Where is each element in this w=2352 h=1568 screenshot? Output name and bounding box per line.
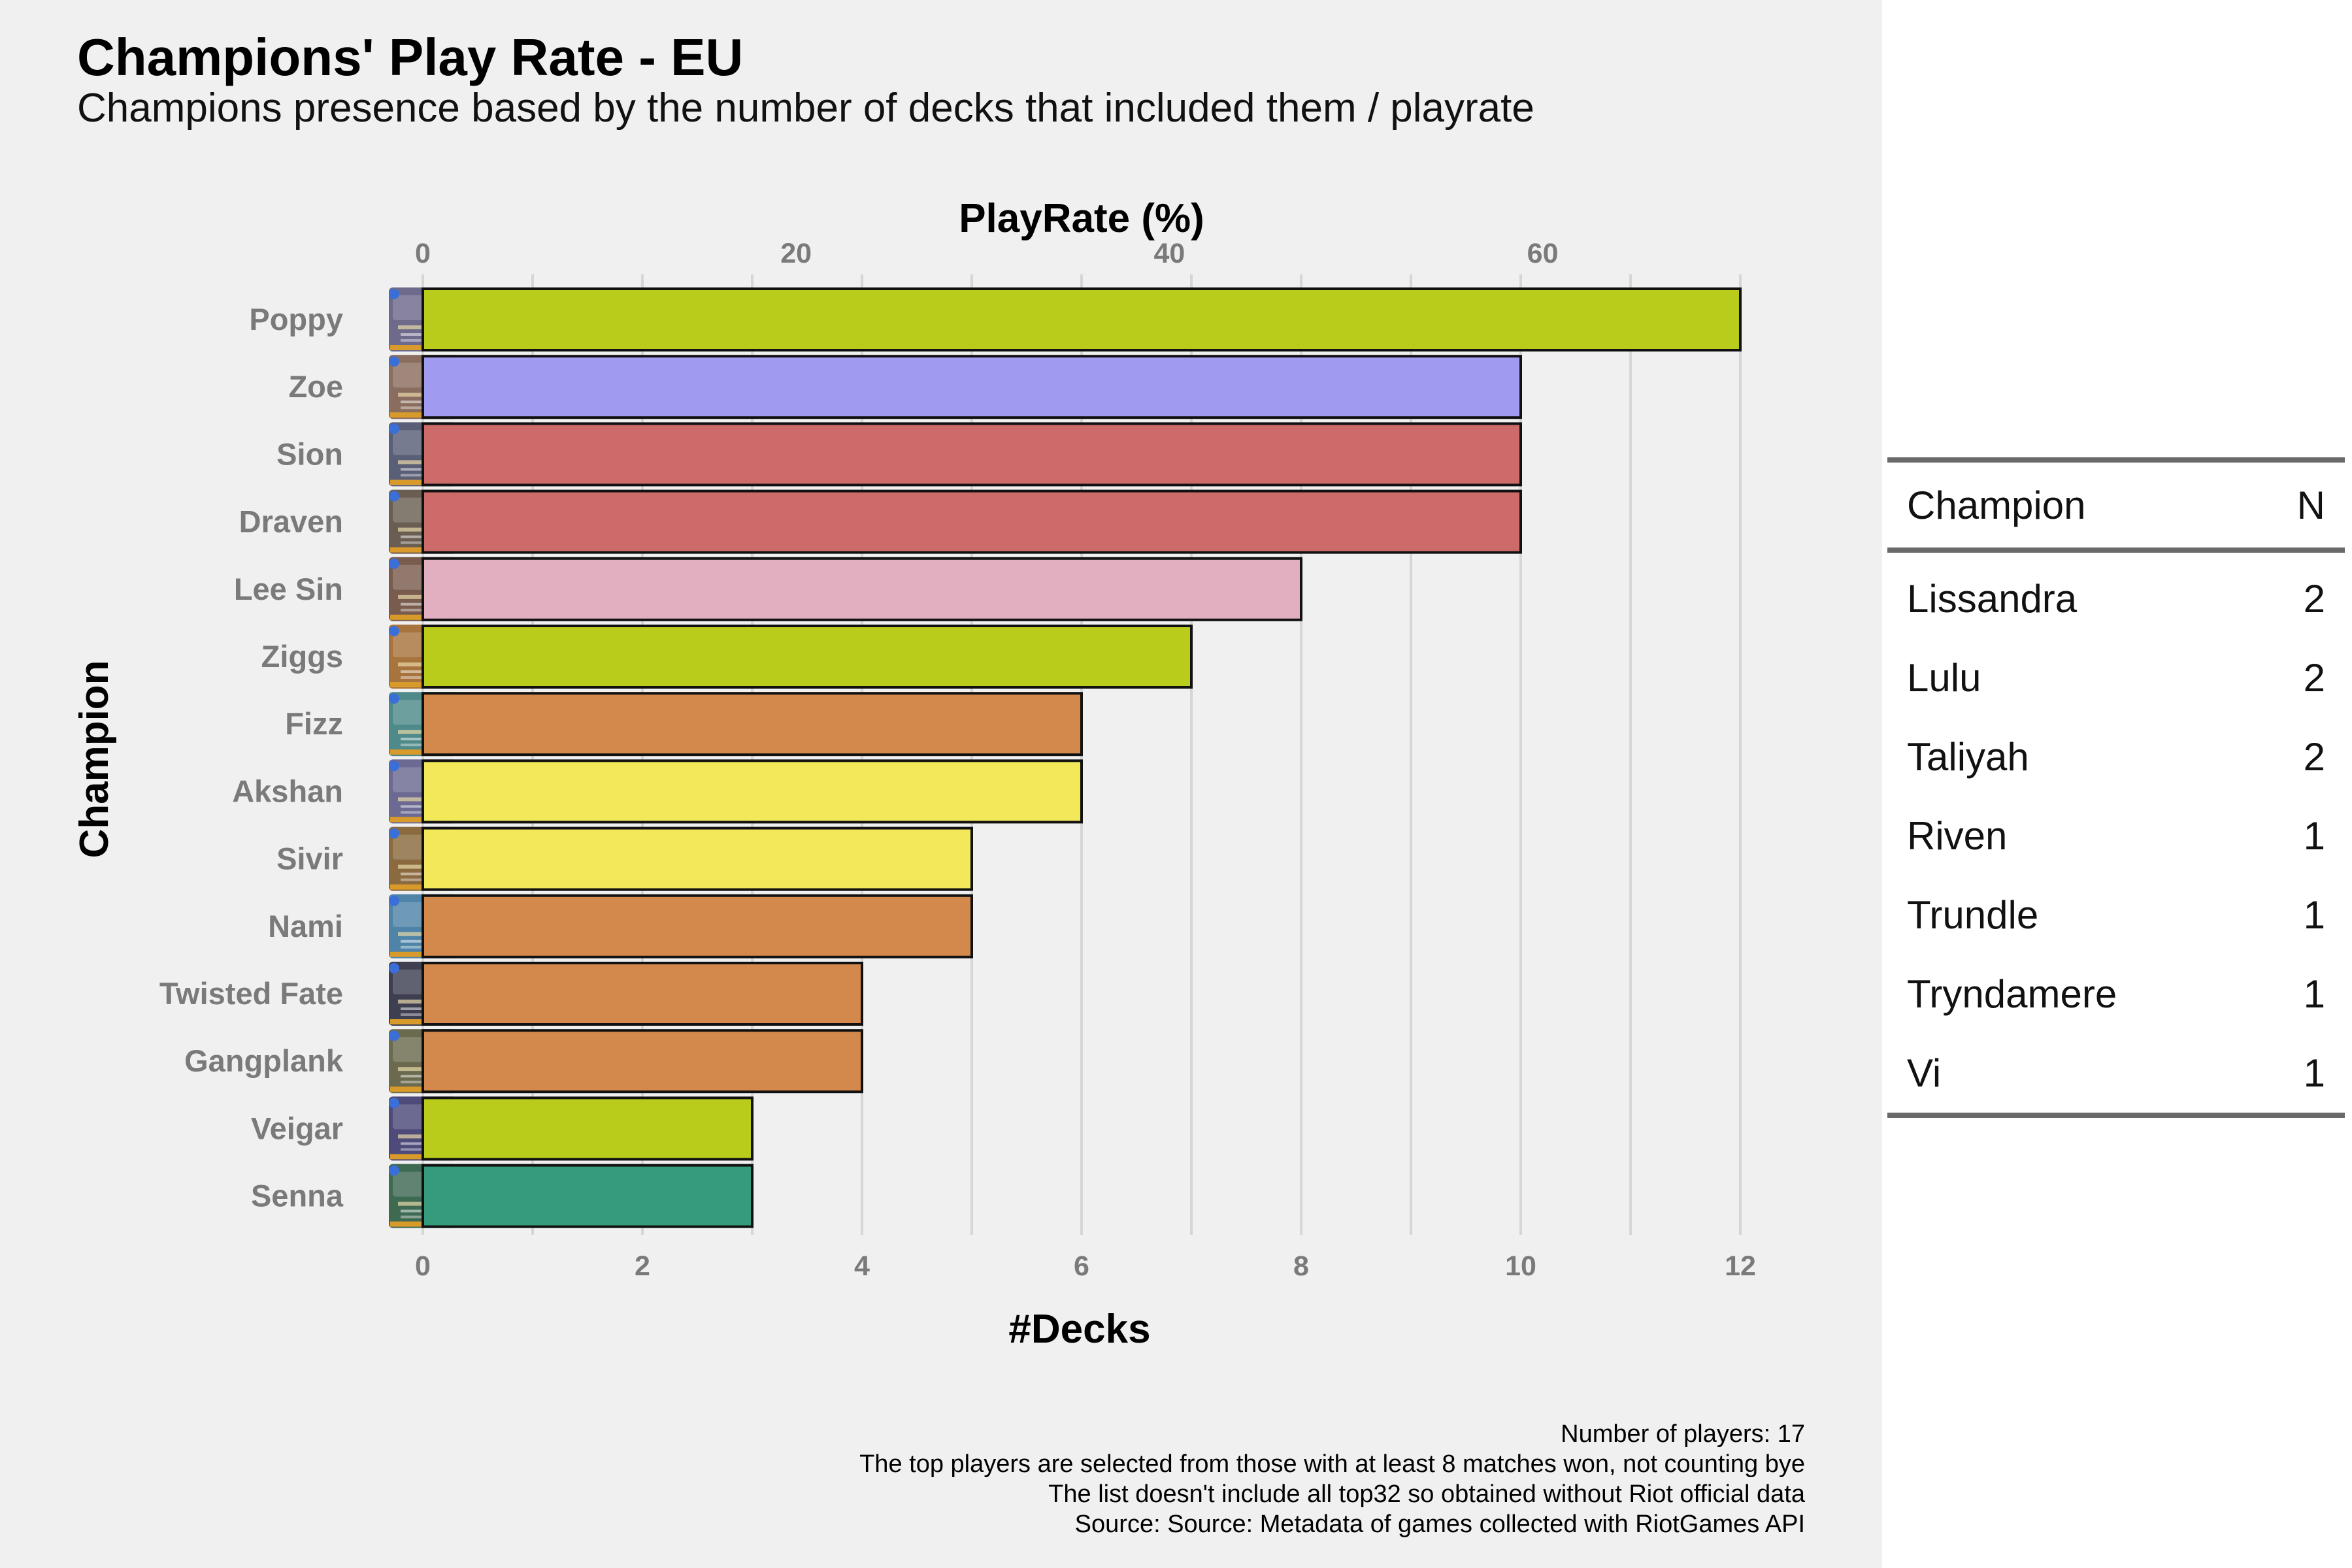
cell-champion: Tryndamere — [1907, 972, 2117, 1016]
table-header-rule — [1887, 547, 2345, 553]
table-row: Vi 1 — [1887, 1034, 2345, 1113]
category-label: Sion — [276, 436, 343, 471]
table-top-rule — [1887, 457, 2345, 463]
cell-champion: Riven — [1907, 814, 2008, 858]
table-bottom-rule — [1887, 1113, 2345, 1118]
bar — [422, 557, 1302, 621]
caption-line: The list doesn't include all top32 so ob… — [1048, 1480, 1805, 1508]
chart-subtitle: Champions presence based by the number o… — [77, 86, 1534, 131]
category-label: Ziggs — [261, 639, 343, 674]
cell-n: 1 — [2303, 972, 2325, 1016]
bar — [422, 826, 973, 891]
cell-champion: Taliyah — [1907, 735, 2029, 779]
x2-axis-title: PlayRate (%) — [959, 196, 1204, 241]
y-axis-title: Champion — [72, 660, 117, 858]
category-labels: Poppy Zoe Sion Draven Lee Sin Ziggs Fizz Akshan… — [159, 302, 344, 1213]
cell-n: 1 — [2303, 1051, 2325, 1095]
caption-line: Number of players: 17 — [1561, 1420, 1805, 1448]
bar — [422, 1029, 863, 1094]
cell-champion: Vi — [1907, 1051, 1942, 1095]
category-label: Poppy — [249, 302, 343, 336]
x-tick-label: 6 — [1074, 1250, 1089, 1282]
tick-labels: 0 2 4 6 8 10 12 0 20 40 60 — [415, 238, 1756, 1282]
x2-tick-label: 40 — [1153, 238, 1185, 269]
cell-champion: Lulu — [1907, 656, 1981, 700]
category-label: Sivir — [276, 841, 343, 876]
caption: Number of players: 17 The top players ar… — [859, 1419, 1805, 1539]
bar — [422, 1164, 754, 1228]
cell-champion: Lissandra — [1907, 577, 2078, 621]
category-label: Twisted Fate — [159, 976, 343, 1011]
category-label: Nami — [268, 909, 343, 943]
x-tick-label: 10 — [1505, 1250, 1536, 1282]
table-row: Trundle 1 — [1887, 875, 2345, 955]
table-row: Riven 1 — [1887, 796, 2345, 875]
header-champion: Champion — [1907, 483, 2086, 527]
cell-n: 2 — [2303, 656, 2325, 700]
bar — [422, 422, 1522, 487]
table-row: Taliyah 2 — [1887, 717, 2345, 796]
x-tick-label: 2 — [635, 1250, 650, 1282]
caption-line: Source: Source: Metadata of games collec… — [1074, 1511, 1805, 1538]
bar — [422, 625, 1193, 689]
table-row: Tryndamere 1 — [1887, 955, 2345, 1034]
category-label: Veigar — [251, 1111, 343, 1145]
cell-n: 2 — [2303, 735, 2325, 779]
category-label: Zoe — [288, 369, 343, 404]
bar — [422, 1096, 754, 1161]
bar — [422, 287, 1742, 351]
table-header: Champion N — [1887, 463, 2345, 547]
chart-panel: Champions' Play Rate - EU Champions pres… — [0, 0, 1882, 1568]
chart-title: Champions' Play Rate - EU — [77, 28, 744, 86]
category-label: Senna — [251, 1179, 344, 1213]
bar — [422, 759, 1083, 824]
cell-n: 1 — [2303, 893, 2325, 937]
cell-champion: Trundle — [1907, 893, 2039, 937]
x2-tick-label: 60 — [1527, 238, 1559, 269]
table-row: Lissandra 2 — [1887, 559, 2345, 638]
category-label: Akshan — [232, 774, 343, 808]
x-tick-label: 12 — [1725, 1250, 1756, 1282]
bar — [422, 894, 973, 958]
bar-chart: Poppy Zoe Sion Draven Lee Sin Ziggs Fizz Akshan… — [72, 196, 1756, 1352]
cell-n: 2 — [2303, 577, 2325, 621]
x-axis-title: #Decks — [1008, 1307, 1150, 1352]
category-label: Lee Sin — [234, 572, 343, 606]
x2-tick-label: 20 — [780, 238, 812, 269]
x2-tick-label: 0 — [415, 238, 431, 269]
x-tick-label: 8 — [1293, 1250, 1309, 1282]
bar — [422, 489, 1522, 554]
bar — [422, 962, 863, 1026]
bars — [422, 287, 1742, 1228]
caption-line: The top players are selected from those … — [859, 1450, 1805, 1478]
category-label: Draven — [239, 504, 343, 539]
bar — [422, 692, 1083, 757]
category-label: Gangplank — [184, 1043, 344, 1078]
x-tick-label: 0 — [415, 1250, 431, 1282]
other-champions-table: Champion N Lissandra 2 Lulu 2 Taliyah 2 … — [1887, 457, 2345, 1118]
table-row: Lulu 2 — [1887, 638, 2345, 717]
cell-n: 1 — [2303, 814, 2325, 858]
x-tick-label: 4 — [854, 1250, 870, 1282]
side-panel — [1882, 0, 2352, 1568]
header-n: N — [2296, 483, 2325, 527]
bar — [422, 355, 1522, 419]
category-label: Fizz — [285, 706, 343, 741]
